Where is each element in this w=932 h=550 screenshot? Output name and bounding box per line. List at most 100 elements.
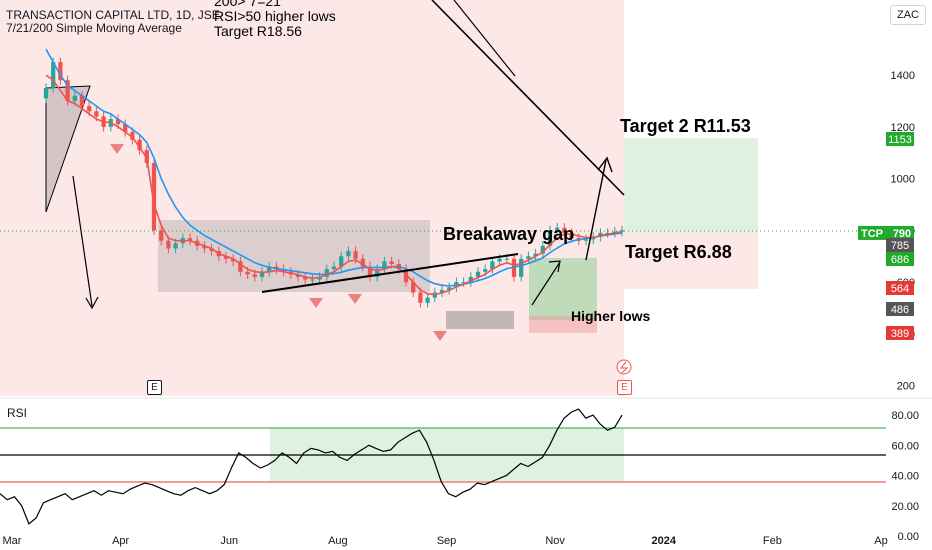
target2-label: Target 2 R11.53 (620, 116, 751, 136)
time-tick-label: Sep (437, 535, 457, 547)
level-badge-text: 1153 (888, 134, 912, 146)
candle-body (159, 230, 164, 241)
candle-body (389, 261, 394, 264)
candle-body (43, 88, 49, 99)
candle-body (447, 287, 452, 290)
earnings-icon[interactable]: E (147, 380, 162, 395)
level-badge (886, 252, 914, 266)
breakaway-trendline (261, 253, 519, 293)
tcp-badge-value: 790 (893, 228, 911, 240)
candle-body (367, 266, 373, 277)
dividend-lightning-icon[interactable] (616, 359, 632, 375)
candle-body (173, 243, 178, 249)
candle-body (403, 269, 409, 283)
higher-lows-label: Higher lows (571, 308, 651, 324)
candle-body (339, 256, 344, 267)
higher-lows-arrow-head (548, 260, 561, 273)
candle-body (418, 292, 423, 303)
time-tick-label: Feb (763, 535, 782, 547)
candle-body (497, 258, 502, 262)
time-tick-label: Ap (874, 535, 887, 547)
candle-body (209, 248, 214, 252)
base-box (446, 311, 514, 329)
price-tick-label: 1000 (891, 174, 915, 186)
consolidation-box (158, 220, 430, 292)
breakaway-gap-label: Breakaway gap (443, 224, 575, 244)
note-line: RSI>50 higher lows (214, 8, 336, 24)
projection-arrow-down (72, 175, 93, 307)
candle-body (115, 119, 121, 125)
target1-label: Target R6.88 (625, 242, 732, 262)
candle-body (245, 271, 250, 275)
candle-body (79, 95, 85, 107)
candle-body (555, 227, 560, 231)
level-badge (886, 131, 914, 146)
ma-legend: 7/21/200 Simple Moving Average (6, 21, 182, 35)
candle-body (526, 256, 531, 259)
level-badge (886, 326, 914, 340)
candle-body (331, 266, 337, 270)
candle-body (382, 261, 387, 270)
time-tick-label: 2024 (652, 535, 677, 547)
candle-body (540, 245, 545, 254)
candle-body (65, 80, 70, 101)
price-tick-label: 1200 (891, 122, 915, 134)
time-tick-label: Aug (328, 535, 348, 547)
candle-body (151, 163, 157, 231)
candle-body (569, 232, 574, 239)
time-tick-label: Apr (112, 535, 129, 547)
level-badge (886, 281, 914, 295)
candle-body (94, 111, 99, 117)
rsi-tick-label: 60.00 (891, 440, 919, 452)
candle-body (310, 279, 315, 281)
bearish-marker (309, 298, 323, 308)
bearish-shading (0, 0, 624, 396)
bearish-markers (110, 144, 447, 341)
currency-button[interactable]: ZAC (890, 5, 926, 25)
candle-body (346, 251, 351, 257)
lightning-icon-glyph (619, 361, 629, 374)
target-profit-zone (624, 138, 758, 231)
candle-body (619, 230, 625, 232)
bearish-marker (348, 294, 362, 304)
rsi-tick-label: 0.00 (898, 531, 919, 543)
target-arrow (585, 159, 607, 261)
candle-body (202, 245, 207, 249)
candle-body (51, 62, 56, 88)
ma-slow-line (45, 48, 623, 287)
time-tick-label: Nov (545, 535, 565, 547)
level-badge (886, 302, 914, 316)
candle-body (72, 95, 77, 101)
downtrend-line (431, 0, 625, 196)
candle-body (130, 132, 135, 140)
candle-body (58, 62, 63, 81)
price-tick-label: 200 (897, 381, 915, 393)
candle-body (252, 274, 257, 277)
candle-body (490, 261, 495, 270)
rsi-axis: 80.00 60.00 40.00 20.00 0.00 (891, 410, 919, 543)
candle-body (461, 282, 466, 284)
candle-body (87, 106, 92, 112)
level-badge-text: 564 (891, 283, 909, 295)
candle-body (425, 297, 430, 303)
time-tick-label: Jun (220, 535, 238, 547)
level-badge (886, 238, 914, 252)
candle-body (259, 271, 265, 277)
candle-body (137, 139, 142, 151)
candle-body (483, 269, 488, 272)
note-line: 200> 7=21 (214, 0, 281, 9)
earnings-icon[interactable]: E (617, 380, 632, 395)
candle-body (519, 258, 524, 277)
candle-body (375, 269, 380, 277)
level-badge-text: 486 (891, 304, 909, 316)
candle-body (303, 276, 308, 280)
rsi-tick-label: 40.00 (891, 471, 919, 483)
candle-body (504, 258, 509, 260)
candle-body (360, 258, 365, 267)
candle-body (231, 258, 236, 262)
target-stop-zone (624, 231, 758, 289)
level-badge-text: 785 (891, 240, 909, 252)
rsi-tick-label: 20.00 (891, 501, 919, 513)
note-line: Target R18.56 (214, 23, 302, 39)
